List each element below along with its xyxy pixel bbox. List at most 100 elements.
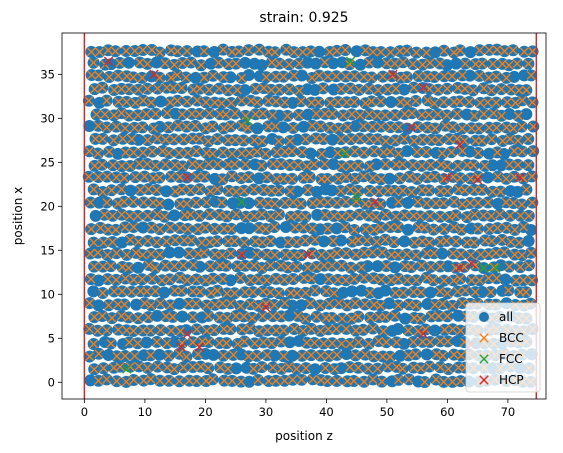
bcc-point: [500, 46, 509, 56]
bcc-point: [161, 261, 170, 270]
bcc-point: [274, 186, 284, 195]
bcc-point: [93, 326, 102, 336]
bcc-point: [422, 198, 432, 208]
bcc-point: [276, 337, 286, 346]
bcc-point: [254, 274, 264, 284]
bcc-point: [423, 123, 432, 132]
bcc-point: [164, 376, 174, 386]
fcc-point: [351, 192, 362, 203]
bcc-point: [155, 73, 165, 83]
bcc-point: [504, 285, 513, 295]
bcc-point: [528, 98, 537, 107]
bcc-point: [268, 363, 278, 372]
bcc-point: [402, 250, 412, 259]
bcc-point: [252, 250, 261, 259]
bcc-point: [398, 288, 408, 298]
bcc-point: [156, 325, 165, 335]
bcc-point: [231, 209, 241, 219]
bcc-point: [240, 261, 250, 271]
bcc-point: [188, 287, 198, 296]
bcc-point: [522, 185, 531, 195]
bcc-point: [103, 250, 112, 260]
all-point: [327, 57, 340, 70]
bcc-point: [432, 349, 441, 359]
bcc-point: [152, 237, 162, 247]
bcc-point: [510, 225, 520, 235]
bcc-point: [203, 136, 213, 146]
bcc-point: [387, 250, 396, 260]
bcc-point: [283, 237, 293, 247]
all-point: [172, 246, 185, 259]
bcc-point: [262, 275, 272, 285]
bcc-point: [98, 187, 108, 197]
bcc-point: [179, 363, 188, 372]
bcc-point: [403, 326, 413, 335]
bcc-point: [138, 45, 148, 55]
bcc-point: [84, 324, 94, 334]
bcc-point: [425, 58, 435, 68]
bcc-point: [164, 351, 173, 361]
bcc-point: [303, 185, 313, 195]
bcc-point: [124, 84, 134, 94]
bcc-point: [351, 351, 360, 360]
bcc-point: [422, 172, 432, 182]
bcc-point: [485, 224, 494, 234]
bcc-point: [474, 71, 484, 81]
all-point: [498, 147, 511, 160]
bcc-point: [149, 124, 159, 133]
all-point: [158, 286, 171, 299]
bcc-point: [102, 198, 112, 207]
bcc-point: [427, 135, 436, 145]
bcc-point: [426, 262, 436, 272]
bcc-point: [356, 262, 366, 272]
bcc-point: [407, 108, 417, 118]
bcc-point: [386, 222, 395, 232]
bcc-point: [487, 236, 497, 246]
bcc-point: [425, 238, 434, 247]
bcc-point: [412, 147, 422, 157]
bcc-point: [305, 299, 315, 308]
bcc-point: [168, 312, 178, 322]
bcc-point: [293, 211, 303, 221]
bcc-point: [491, 248, 501, 258]
bcc-point: [418, 135, 428, 145]
bcc-point: [208, 374, 218, 384]
all-point: [370, 158, 383, 171]
bcc-point: [411, 250, 421, 260]
bcc-point: [452, 109, 462, 119]
bcc-point: [364, 84, 374, 94]
bcc-point: [144, 260, 154, 270]
bcc-point: [506, 85, 516, 94]
bcc-point: [479, 83, 489, 93]
bcc-point: [175, 273, 185, 283]
bcc-point: [230, 159, 240, 169]
bcc-point: [324, 351, 334, 361]
bcc-point: [498, 59, 507, 69]
bcc-point: [113, 199, 123, 209]
bcc-point: [409, 83, 419, 93]
bcc-point: [332, 198, 342, 208]
bcc-point: [416, 363, 426, 373]
bcc-point: [133, 237, 143, 247]
all-point: [379, 284, 392, 297]
bcc-point: [188, 159, 197, 169]
bcc-point: [214, 84, 224, 94]
bcc-point: [128, 73, 138, 82]
fcc-point: [243, 116, 253, 126]
bcc-point: [177, 185, 187, 194]
bcc-point: [517, 122, 527, 131]
bcc-point: [177, 286, 186, 296]
bcc-point: [408, 160, 418, 170]
bcc-point: [329, 288, 339, 298]
bcc-point: [473, 198, 483, 208]
bcc-point: [415, 212, 425, 221]
all-point: [87, 285, 100, 298]
bcc-point: [527, 198, 537, 207]
bcc-point: [270, 122, 280, 131]
bcc-point: [210, 224, 220, 234]
bcc-point: [89, 339, 98, 349]
bcc-point: [373, 85, 383, 95]
bcc-point: [334, 124, 343, 134]
bcc-point: [337, 212, 347, 222]
bcc-point: [438, 351, 448, 361]
